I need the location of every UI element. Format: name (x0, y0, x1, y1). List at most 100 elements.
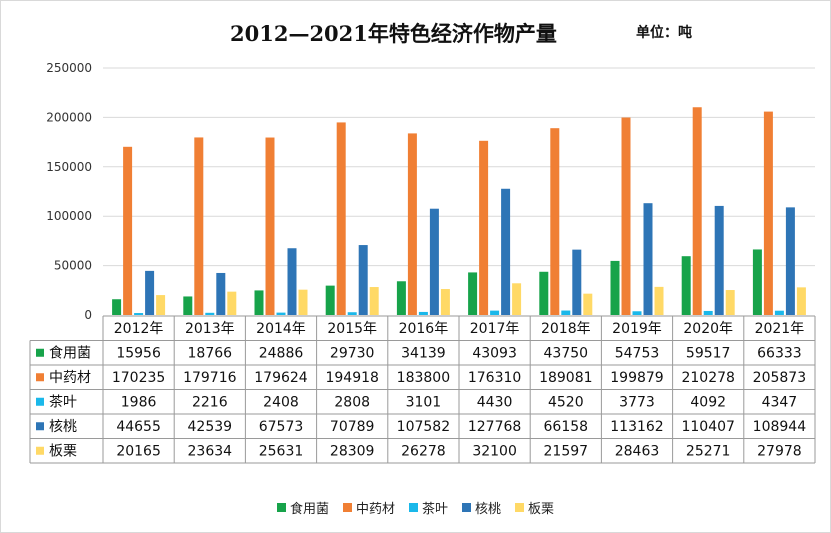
bar (123, 146, 133, 315)
data-label: 4092 (690, 395, 726, 411)
bar (112, 299, 122, 315)
data-label: 113162 (610, 419, 663, 435)
bar (227, 291, 237, 315)
x-tick-label: 2019年 (612, 321, 662, 337)
data-label: 20165 (116, 444, 161, 460)
data-table: 2012年 2013年 2014年 2015年 2016年 2017年 2018年 2019年… (29, 315, 816, 464)
y-tick-label: 200000 (46, 110, 92, 124)
data-label: 23634 (188, 444, 233, 460)
data-label: 199879 (610, 370, 663, 386)
data-label: 2808 (334, 395, 370, 411)
bar (796, 287, 806, 315)
data-label: 3101 (406, 395, 442, 411)
table-series-name: 茶叶 (49, 395, 77, 411)
legend-label: 板栗 (528, 502, 555, 517)
y-tick-label: 250000 (46, 61, 92, 75)
bar (216, 272, 226, 315)
data-label: 44655 (116, 419, 161, 435)
bar (610, 260, 620, 315)
bar (440, 289, 450, 315)
bar (265, 137, 275, 315)
x-tick-label: 2018年 (541, 321, 591, 337)
legend-item: 茶叶 (408, 498, 448, 517)
data-label: 194918 (325, 370, 378, 386)
table-series-name: 食用菌 (49, 345, 91, 362)
bar (479, 140, 489, 315)
bar (254, 290, 264, 315)
bar (774, 310, 784, 315)
x-tick-label: 2021年 (755, 321, 805, 337)
data-label: 34139 (401, 346, 446, 362)
data-label: 179624 (254, 370, 308, 386)
bar (692, 107, 702, 316)
bar (681, 256, 691, 315)
bar (276, 312, 286, 315)
data-label: 32100 (472, 444, 517, 460)
y-axis: 0 50000 100000 150000 200000 250000 (46, 61, 92, 322)
y-tick-label: 50000 (54, 259, 92, 273)
data-label: 54753 (615, 346, 660, 362)
legend-swatch (408, 503, 418, 512)
legend-swatch (276, 503, 286, 512)
bar (539, 271, 549, 315)
bar (501, 188, 511, 315)
data-label: 4520 (548, 395, 584, 411)
legend-label: 中药材 (355, 502, 395, 517)
bar (550, 128, 560, 315)
data-label: 43750 (544, 346, 589, 362)
data-label: 4347 (762, 395, 798, 411)
table-legend-swatch (36, 446, 44, 455)
data-label: 18766 (188, 346, 233, 362)
bar (194, 137, 204, 315)
data-label: 3773 (619, 395, 655, 411)
data-label: 107582 (397, 419, 450, 435)
bar (468, 272, 478, 315)
bar (205, 312, 215, 315)
bar (714, 205, 724, 315)
x-tick-label: 2012年 (114, 321, 164, 337)
table-legend-swatch (36, 397, 44, 406)
bar (752, 249, 762, 315)
bar (785, 207, 795, 315)
bars (112, 107, 806, 316)
legend-label: 食用菌 (289, 502, 329, 517)
bar (156, 295, 166, 315)
bar (145, 270, 155, 315)
data-label: 210278 (681, 370, 734, 386)
data-label: 2216 (192, 395, 228, 411)
bar (369, 287, 379, 315)
legend-swatch (342, 503, 352, 512)
x-tick-label: 2016年 (399, 321, 449, 337)
data-label: 189081 (539, 370, 592, 386)
data-label: 2408 (263, 395, 299, 411)
data-label: 108944 (753, 419, 807, 435)
bar (572, 249, 582, 315)
chart-title: 2012—2021年特色经济作物产量 (230, 21, 557, 46)
bar (643, 203, 653, 315)
legend-swatch (462, 503, 471, 512)
x-tick-label: 2020年 (683, 321, 733, 337)
data-label: 24886 (259, 346, 304, 362)
y-tick-label: 100000 (46, 209, 92, 223)
bar (763, 111, 773, 315)
legend: 食用菌 中药材 茶叶 核桃 板栗 (0, 498, 831, 517)
data-label: 59517 (686, 346, 731, 362)
bar (632, 311, 642, 315)
x-tick-label: 2015年 (327, 321, 377, 337)
legend-label: 核桃 (475, 502, 502, 517)
data-label: 29730 (330, 346, 375, 362)
bar (396, 281, 406, 315)
x-tick-label: 2014年 (256, 321, 306, 337)
data-label: 170235 (112, 370, 165, 386)
bar (134, 313, 144, 315)
x-tick-label: 2017年 (470, 321, 520, 337)
bar (325, 285, 335, 315)
data-label: 4430 (477, 395, 513, 411)
data-label: 205873 (753, 370, 806, 386)
table-series-name: 中药材 (49, 370, 91, 386)
bar (418, 311, 428, 315)
data-label: 110407 (681, 419, 734, 435)
data-label: 67573 (259, 419, 304, 435)
data-label: 127768 (468, 419, 521, 435)
